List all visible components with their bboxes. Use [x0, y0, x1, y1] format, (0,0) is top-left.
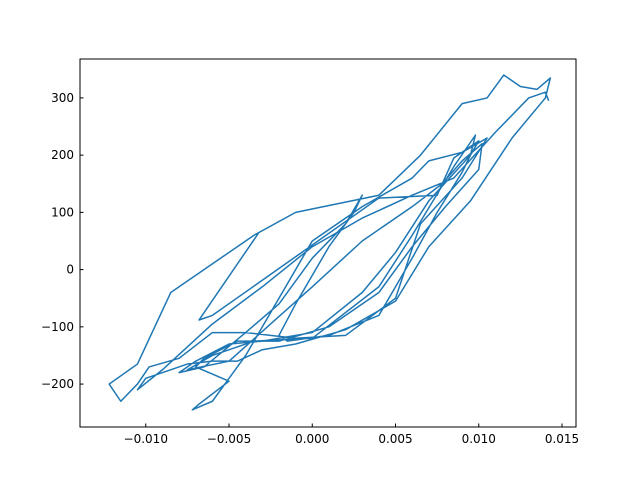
- y-tick-label: 200: [51, 148, 74, 162]
- x-tick-label: 0.015: [545, 432, 579, 446]
- y-tick-label: 0: [66, 263, 74, 277]
- x-tick-label: 0.000: [295, 432, 329, 446]
- y-tick-label: 300: [51, 91, 74, 105]
- x-tick-label: 0.005: [378, 432, 412, 446]
- x-tick-label: −0.005: [207, 432, 251, 446]
- x-tick-label: −0.010: [124, 432, 168, 446]
- axes-frame: [79, 58, 577, 428]
- x-tick-label: 0.010: [462, 432, 496, 446]
- data-line: [108, 74, 552, 411]
- y-tick-label: −100: [41, 320, 74, 334]
- y-tick-label: 100: [51, 205, 74, 219]
- y-tick-label: −200: [41, 377, 74, 391]
